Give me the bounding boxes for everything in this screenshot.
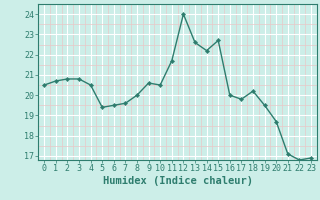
X-axis label: Humidex (Indice chaleur): Humidex (Indice chaleur): [103, 176, 252, 186]
